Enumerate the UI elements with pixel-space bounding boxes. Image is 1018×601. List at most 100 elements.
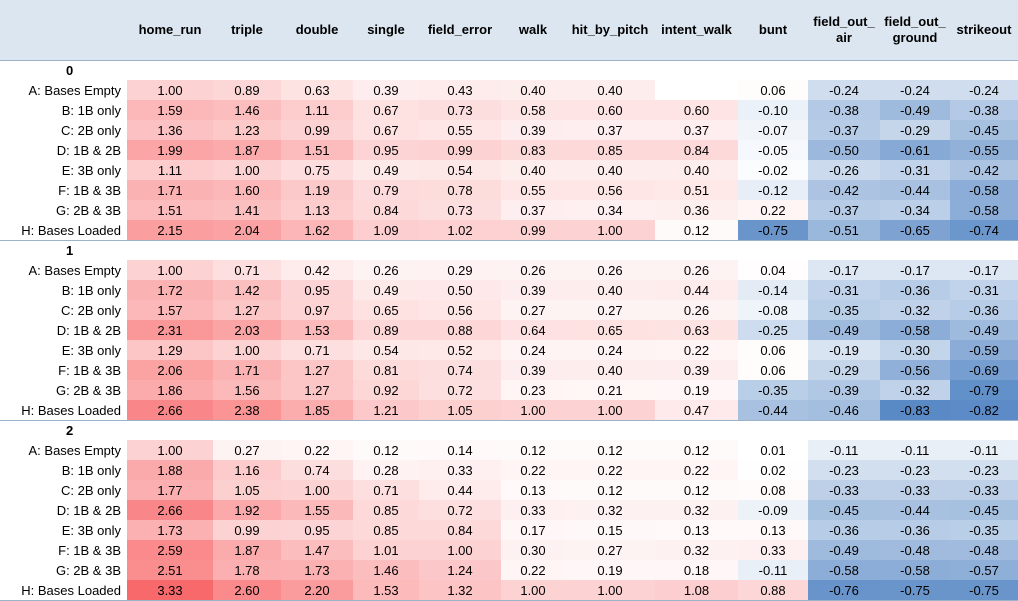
row-label: D: 1B & 2B — [0, 320, 127, 340]
value-cell: -0.75 — [738, 220, 808, 241]
value-cell: 1.00 — [565, 580, 655, 601]
value-cell: 2.03 — [213, 320, 281, 340]
value-cell: -0.23 — [950, 460, 1018, 480]
value-cell: 0.22 — [281, 440, 353, 460]
value-cell: 0.22 — [655, 340, 738, 360]
value-cell: 1.32 — [419, 580, 501, 601]
row-label: C: 2B only — [0, 300, 127, 320]
value-cell: -0.37 — [808, 200, 880, 220]
value-cell: 0.32 — [655, 540, 738, 560]
value-cell: 0.85 — [565, 140, 655, 160]
value-cell: -0.25 — [738, 320, 808, 340]
table-row: H: Bases Loaded 2.15 2.04 1.62 1.09 1.02 0.99 1… — [0, 220, 1018, 241]
value-cell: 0.71 — [353, 480, 419, 500]
value-cell: 1.55 — [281, 500, 353, 520]
value-cell: 1.29 — [127, 340, 213, 360]
value-cell: -0.49 — [808, 320, 880, 340]
value-cell: 0.26 — [655, 300, 738, 320]
value-cell: -0.45 — [950, 500, 1018, 520]
value-cell: -0.11 — [950, 440, 1018, 460]
value-cell: 0.29 — [419, 260, 501, 280]
value-cell: 0.15 — [565, 520, 655, 540]
value-cell: 1.88 — [127, 460, 213, 480]
value-cell: 0.40 — [501, 80, 565, 100]
value-cell: 1.19 — [281, 180, 353, 200]
value-cell: 1.00 — [501, 400, 565, 421]
value-cell: -0.17 — [950, 260, 1018, 280]
row-label: H: Bases Loaded — [0, 220, 127, 241]
value-cell: 0.37 — [501, 200, 565, 220]
value-cell: 1.99 — [127, 140, 213, 160]
value-cell: -0.58 — [880, 320, 950, 340]
value-cell: -0.17 — [808, 260, 880, 280]
table-row: C: 2B only 1.57 1.27 0.97 0.65 0.56 0.27 0.27 0.… — [0, 300, 1018, 320]
value-cell: 0.99 — [501, 220, 565, 241]
value-cell: 1.08 — [655, 580, 738, 601]
value-cell: 0.12 — [655, 480, 738, 500]
value-cell: -0.35 — [950, 520, 1018, 540]
value-cell: -0.37 — [808, 120, 880, 140]
value-cell: -0.49 — [808, 540, 880, 560]
value-cell: 2.06 — [127, 360, 213, 380]
value-cell: 0.23 — [501, 380, 565, 400]
value-cell: 0.30 — [501, 540, 565, 560]
value-cell: 1.41 — [213, 200, 281, 220]
value-cell: -0.19 — [808, 340, 880, 360]
value-cell: -0.36 — [950, 300, 1018, 320]
value-cell: 1.01 — [353, 540, 419, 560]
corner-header-cell — [0, 0, 127, 61]
value-cell: 1.00 — [127, 260, 213, 280]
table-row: D: 1B & 2B 1.99 1.87 1.51 0.95 0.99 0.83 0.85 0.… — [0, 140, 1018, 160]
value-cell: 0.55 — [501, 180, 565, 200]
value-cell: -0.34 — [880, 200, 950, 220]
value-cell: 1.02 — [419, 220, 501, 241]
group-label: 0 — [0, 60, 1018, 80]
value-cell: 0.40 — [565, 360, 655, 380]
value-cell: 1.86 — [127, 380, 213, 400]
column-header: hit_by_pitch — [565, 0, 655, 61]
value-cell: 0.32 — [565, 500, 655, 520]
value-cell: -0.75 — [880, 580, 950, 601]
value-cell: -0.36 — [880, 280, 950, 300]
value-cell: 0.22 — [501, 560, 565, 580]
value-cell: 1.73 — [127, 520, 213, 540]
value-cell: 0.75 — [281, 160, 353, 180]
column-header: bunt — [738, 0, 808, 61]
value-cell: 2.38 — [213, 400, 281, 421]
value-cell: 0.33 — [501, 500, 565, 520]
value-cell: 1.05 — [419, 400, 501, 421]
value-cell: 0.28 — [353, 460, 419, 480]
value-cell: 0.27 — [213, 440, 281, 460]
value-cell: 0.65 — [353, 300, 419, 320]
value-cell: -0.11 — [738, 560, 808, 580]
value-cell: 0.26 — [655, 260, 738, 280]
value-cell: -0.75 — [950, 580, 1018, 601]
value-cell: 0.49 — [353, 160, 419, 180]
value-cell: 0.84 — [655, 140, 738, 160]
value-cell: -0.32 — [880, 300, 950, 320]
value-cell: 0.26 — [501, 260, 565, 280]
value-cell: 0.14 — [419, 440, 501, 460]
value-cell: 1.46 — [353, 560, 419, 580]
value-cell: 1.13 — [281, 200, 353, 220]
value-cell: 0.12 — [501, 440, 565, 460]
value-cell: 0.34 — [565, 200, 655, 220]
value-cell: 0.36 — [655, 200, 738, 220]
value-cell: 1.21 — [353, 400, 419, 421]
group-header-row: 1 — [0, 240, 1018, 260]
value-cell: 1.27 — [281, 380, 353, 400]
value-cell: -0.55 — [950, 140, 1018, 160]
value-cell: 0.65 — [565, 320, 655, 340]
value-cell: 1.27 — [213, 300, 281, 320]
row-label: F: 1B & 3B — [0, 360, 127, 380]
value-cell: 1.47 — [281, 540, 353, 560]
group-header-row: 0 — [0, 60, 1018, 80]
column-header: home_run — [127, 0, 213, 61]
value-cell: 2.51 — [127, 560, 213, 580]
value-cell: -0.11 — [880, 440, 950, 460]
value-cell: -0.31 — [808, 280, 880, 300]
value-cell: 0.95 — [353, 140, 419, 160]
value-cell: -0.42 — [950, 160, 1018, 180]
table-row: A: Bases Empty 1.00 0.27 0.22 0.12 0.14 0.12 0.… — [0, 440, 1018, 460]
value-cell: -0.65 — [880, 220, 950, 241]
